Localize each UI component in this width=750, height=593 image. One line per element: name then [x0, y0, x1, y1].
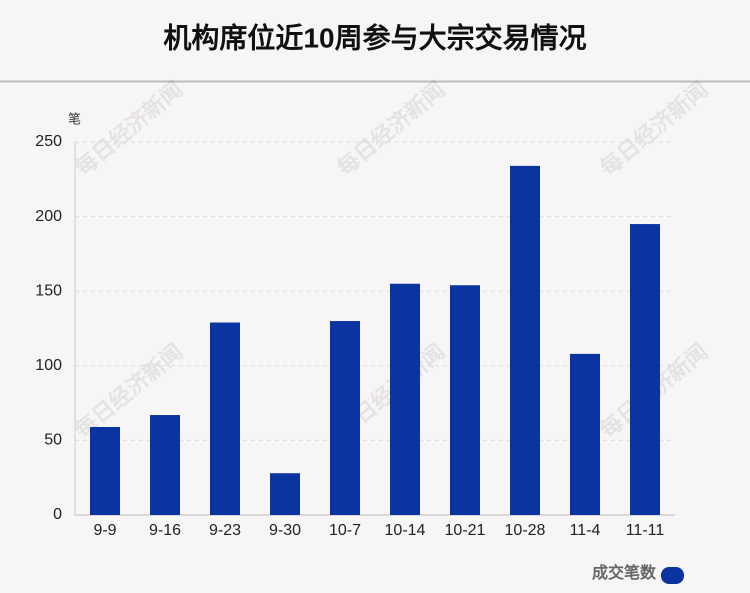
y-tick-label: 50	[44, 432, 62, 449]
bar	[510, 165, 540, 515]
chart-title: 机构席位近10周参与大宗交易情况	[163, 21, 586, 53]
bar	[150, 415, 180, 515]
y-tick-label: 200	[35, 208, 62, 225]
y-tick-label: 150	[35, 282, 62, 299]
x-tick-label: 10-21	[445, 522, 486, 539]
y-tick-label: 100	[35, 357, 62, 374]
x-tick-label: 11-4	[570, 522, 601, 539]
x-tick-label: 10-28	[505, 522, 546, 539]
x-tick-label: 10-7	[329, 522, 361, 539]
bar	[630, 224, 660, 515]
x-tick-label: 9-16	[149, 522, 181, 539]
bar	[270, 473, 300, 515]
bar	[330, 321, 360, 515]
y-tick-label: 250	[35, 133, 62, 150]
bar	[450, 285, 480, 515]
x-tick-label: 11-11	[626, 522, 665, 539]
x-tick-label: 9-23	[209, 522, 241, 539]
bar	[90, 426, 120, 515]
legend-label: 成交笔数	[592, 563, 657, 582]
bar	[210, 322, 240, 515]
y-unit: 笔	[68, 111, 81, 126]
bar	[570, 353, 600, 515]
x-tick-label: 10-14	[385, 522, 426, 539]
x-tick-label: 9-30	[269, 522, 301, 539]
x-tick-label: 9-9	[93, 522, 116, 539]
legend-swatch	[661, 567, 684, 584]
bar	[390, 283, 420, 515]
y-tick-label: 0	[53, 506, 62, 523]
